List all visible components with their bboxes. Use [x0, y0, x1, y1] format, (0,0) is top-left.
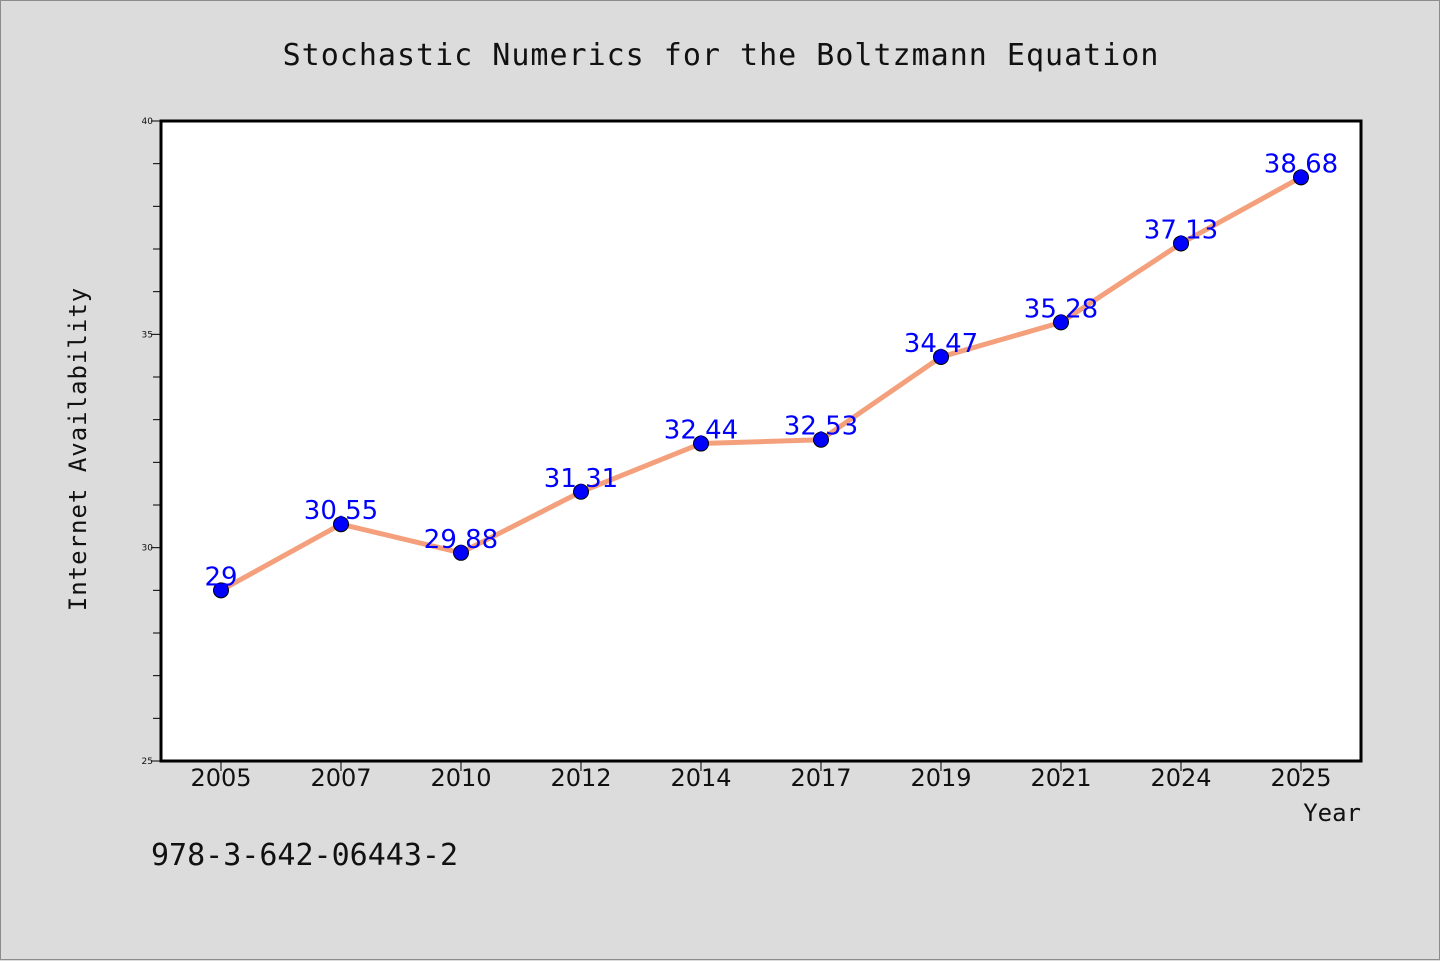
data-label: 37.13 [1144, 215, 1218, 245]
y-tick-label: 30 [142, 544, 154, 554]
data-point [1293, 169, 1309, 186]
x-tick-label: 2021 [1030, 764, 1091, 792]
y-tick-label: 35 [142, 330, 153, 340]
x-tick-label: 2019 [910, 764, 971, 792]
x-tick-label: 2010 [430, 764, 491, 792]
x-axis-label: Year [1303, 799, 1361, 827]
y-tick-label: 40 [142, 117, 154, 127]
chart-title: Stochastic Numerics for the Boltzmann Eq… [283, 38, 1160, 73]
x-tick-label: 2007 [310, 764, 371, 792]
data-label: 29 [204, 562, 237, 592]
data-point [573, 483, 589, 500]
data-label: 30.55 [304, 496, 378, 526]
x-tick-label: 2025 [1270, 764, 1331, 792]
data-label: 35.28 [1024, 294, 1098, 324]
data-label: 32.44 [664, 416, 738, 446]
series-group: 29 30.55 29.88 31.31 32.44 32.53 34.47 35.28 37.… [204, 149, 1338, 599]
x-tick-label: 2014 [670, 764, 731, 792]
data-label: 32.53 [784, 412, 858, 442]
x-tick-label: 2017 [790, 764, 851, 792]
data-point [453, 544, 469, 561]
data-label: 29.88 [424, 525, 498, 555]
data-point [1173, 235, 1189, 252]
y-tick-label: 25 [142, 757, 153, 767]
data-label: 34.47 [904, 329, 978, 359]
series-line [218, 174, 1304, 593]
data-label: 31.31 [544, 464, 618, 494]
x-tick-label: 2012 [550, 764, 611, 792]
x-tick-label: 2024 [1150, 764, 1211, 792]
data-point [333, 516, 349, 533]
x-tick-label: 2005 [190, 764, 251, 792]
data-point [213, 582, 229, 599]
data-point [693, 435, 709, 452]
isbn-label: 978-3-642-06443-2 [151, 838, 458, 873]
data-label: 38.68 [1264, 149, 1338, 179]
y-axis: 25 30 35 40 [142, 117, 161, 767]
data-point [933, 348, 949, 365]
data-point [1053, 314, 1069, 331]
y-axis-label: Internet Availability [64, 287, 92, 611]
x-axis: 2005 2007 2010 2012 2014 2017 2019 2021 2024 2025 [190, 761, 1332, 792]
data-point [813, 431, 829, 448]
